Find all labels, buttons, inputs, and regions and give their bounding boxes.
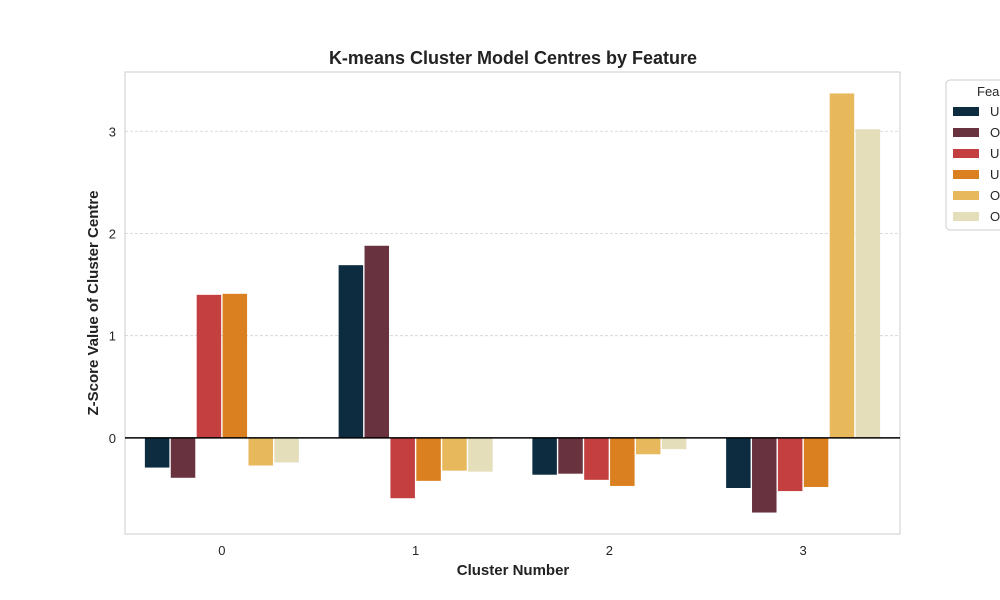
legend-label: O <box>990 125 1000 140</box>
bar <box>803 437 829 487</box>
legend-swatch <box>953 149 979 158</box>
bar <box>752 437 777 513</box>
y-axis-title: Z-Score Value of Cluster Centre <box>85 190 102 415</box>
bar <box>468 437 493 472</box>
legend-swatch <box>953 212 979 221</box>
legend-title: Fea <box>977 84 1000 99</box>
x-tick-label: 0 <box>218 543 225 558</box>
x-tick-label: 1 <box>412 543 419 558</box>
bar <box>390 437 415 499</box>
bar <box>661 437 687 450</box>
y-tick-label: 0 <box>109 431 116 446</box>
bar <box>610 437 635 486</box>
bar <box>635 437 661 455</box>
y-tick-label: 2 <box>109 226 116 241</box>
bar <box>144 437 170 468</box>
x-axis-title: Cluster Number <box>457 562 570 579</box>
legend-swatch <box>953 107 979 116</box>
legend-swatch <box>953 191 979 200</box>
legend-label: O <box>990 188 1000 203</box>
x-tick-label: 3 <box>800 543 807 558</box>
bar <box>558 437 583 474</box>
bar <box>532 437 557 475</box>
chart-title: K-means Cluster Model Centres by Feature <box>329 48 697 68</box>
y-tick-label: 1 <box>109 329 116 344</box>
bar <box>196 294 222 438</box>
bar <box>777 437 803 492</box>
legend-swatch <box>953 170 979 179</box>
bar <box>338 265 364 438</box>
bar <box>364 245 390 438</box>
legend-label: U <box>990 104 999 119</box>
legend-swatch <box>953 128 979 137</box>
legend-label: O <box>990 209 1000 224</box>
y-tick-label: 3 <box>109 124 116 139</box>
legend-label: U <box>990 167 999 182</box>
bar <box>416 437 441 481</box>
bar <box>222 293 248 438</box>
bar <box>829 93 855 438</box>
bar <box>855 129 881 438</box>
bar <box>584 437 609 480</box>
x-tick-label: 2 <box>606 543 613 558</box>
bar <box>170 437 196 478</box>
bar <box>248 437 273 466</box>
bar <box>726 437 751 489</box>
bar <box>442 437 467 471</box>
bar <box>274 437 299 463</box>
legend-label: U <box>990 146 999 161</box>
